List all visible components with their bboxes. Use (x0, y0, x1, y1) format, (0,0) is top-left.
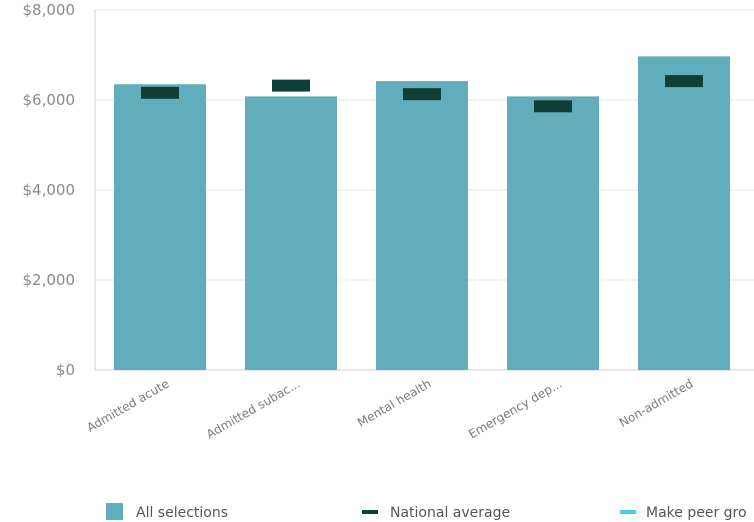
marker-national-average-admitted-acute[interactable] (141, 86, 179, 99)
marker-national-average-non-admitted[interactable] (665, 75, 703, 88)
y-tick-label-3: $6,000 (23, 91, 76, 109)
legend-swatch-national-average[interactable] (362, 510, 378, 514)
marker-national-average-mental-health[interactable] (403, 88, 441, 101)
legend-swatch-all-selections[interactable] (106, 503, 123, 520)
legend-label-national-average[interactable]: National average (390, 505, 510, 521)
marker-national-average-admitted-subac[interactable] (272, 79, 310, 92)
y-tick-label-2: $4,000 (23, 181, 76, 199)
bar-emergency-dep[interactable] (507, 96, 599, 371)
x-tick-label-non-admitted: Non-admitted (617, 376, 696, 429)
marker-national-average-emergency-dep[interactable] (534, 100, 572, 113)
bar-non-admitted[interactable] (638, 56, 730, 370)
bar-admitted-acute[interactable] (114, 84, 206, 370)
x-tick-label-admitted-subac: Admitted subac... (204, 376, 303, 441)
bar-mental-health[interactable] (376, 81, 468, 370)
legend-label-all-selections[interactable]: All selections (136, 505, 228, 521)
legend-label-make-peer-gro[interactable]: Make peer gro (646, 505, 747, 521)
y-tick-label-1: $2,000 (23, 271, 76, 289)
y-tick-label-4: $8,000 (23, 1, 76, 19)
x-tick-label-admitted-acute: Admitted acute (84, 376, 171, 434)
legend-swatch-make-peer-gro[interactable] (620, 510, 636, 514)
x-tick-label-emergency-dep: Emergency dep... (466, 376, 564, 441)
x-tick-label-mental-health: Mental health (355, 376, 433, 429)
bar-admitted-subac[interactable] (245, 96, 337, 371)
y-tick-label-0: $0 (56, 361, 75, 379)
